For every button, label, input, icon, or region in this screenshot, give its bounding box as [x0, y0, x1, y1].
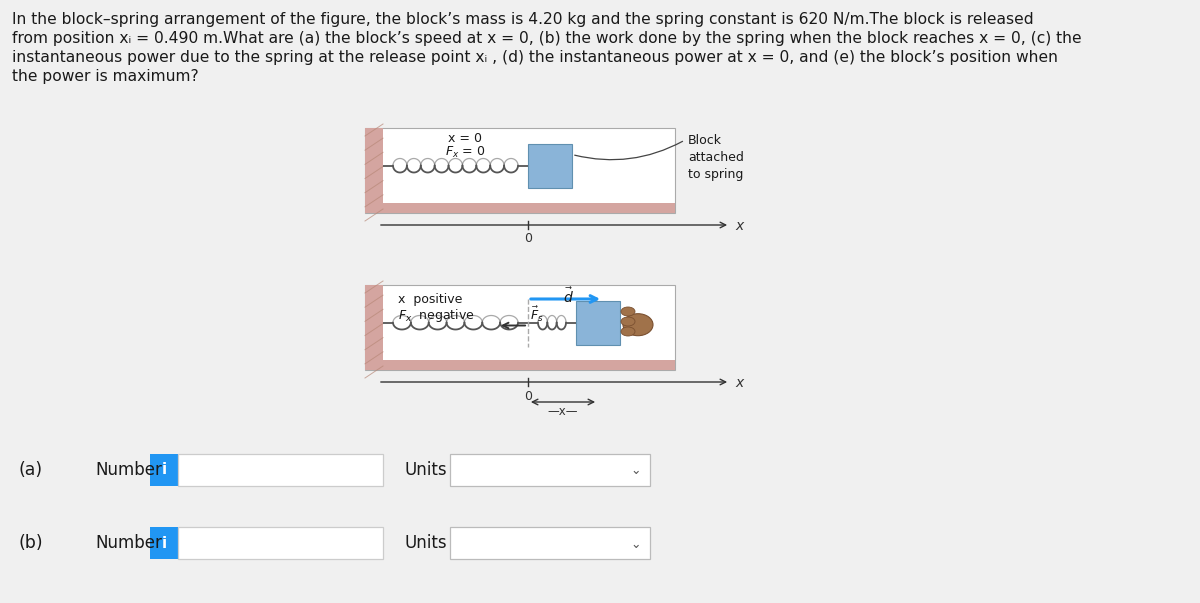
- FancyBboxPatch shape: [365, 128, 674, 213]
- FancyBboxPatch shape: [450, 454, 650, 486]
- Text: from position xᵢ = 0.490 m.What are (a) the block’s speed at x = 0, (b) the work: from position xᵢ = 0.490 m.What are (a) …: [12, 31, 1081, 46]
- Text: (a): (a): [18, 461, 42, 479]
- FancyBboxPatch shape: [450, 527, 650, 559]
- FancyBboxPatch shape: [178, 527, 383, 559]
- Text: $\vec{F}_s$: $\vec{F}_s$: [530, 305, 544, 324]
- Text: x: x: [734, 219, 743, 233]
- Text: Number: Number: [95, 534, 162, 552]
- Text: instantaneous power due to the spring at the release point xᵢ , (d) the instanta: instantaneous power due to the spring at…: [12, 50, 1058, 65]
- FancyBboxPatch shape: [150, 527, 178, 559]
- Ellipse shape: [622, 327, 635, 336]
- Text: Units: Units: [406, 461, 448, 479]
- Text: ⌄: ⌄: [631, 464, 641, 478]
- FancyBboxPatch shape: [365, 203, 674, 213]
- Text: $\vec{d}$: $\vec{d}$: [563, 286, 574, 306]
- Text: —x—: —x—: [547, 405, 578, 418]
- FancyBboxPatch shape: [365, 285, 383, 370]
- Text: $F_x$  negative: $F_x$ negative: [398, 307, 475, 324]
- Text: 0: 0: [524, 390, 532, 403]
- Text: x: x: [734, 376, 743, 390]
- Ellipse shape: [622, 317, 635, 326]
- FancyBboxPatch shape: [365, 285, 674, 370]
- Text: 0: 0: [524, 232, 532, 245]
- Text: Block
attached
to spring: Block attached to spring: [688, 134, 744, 181]
- FancyBboxPatch shape: [150, 454, 178, 486]
- FancyBboxPatch shape: [365, 360, 674, 370]
- Text: Units: Units: [406, 534, 448, 552]
- Text: x = 0: x = 0: [449, 132, 482, 145]
- Text: In the block–spring arrangement of the figure, the block’s mass is 4.20 kg and t: In the block–spring arrangement of the f…: [12, 12, 1033, 27]
- Ellipse shape: [623, 314, 653, 336]
- FancyBboxPatch shape: [365, 128, 383, 213]
- Text: i: i: [162, 535, 167, 551]
- FancyBboxPatch shape: [576, 300, 620, 344]
- Text: Number: Number: [95, 461, 162, 479]
- Text: x  positive: x positive: [398, 293, 462, 306]
- Text: the power is maximum?: the power is maximum?: [12, 69, 199, 84]
- Text: (b): (b): [18, 534, 43, 552]
- FancyBboxPatch shape: [178, 454, 383, 486]
- Ellipse shape: [622, 307, 635, 316]
- FancyBboxPatch shape: [528, 144, 572, 188]
- Text: ⌄: ⌄: [631, 537, 641, 551]
- Text: $F_x$ = 0: $F_x$ = 0: [445, 145, 486, 160]
- Text: i: i: [162, 463, 167, 478]
